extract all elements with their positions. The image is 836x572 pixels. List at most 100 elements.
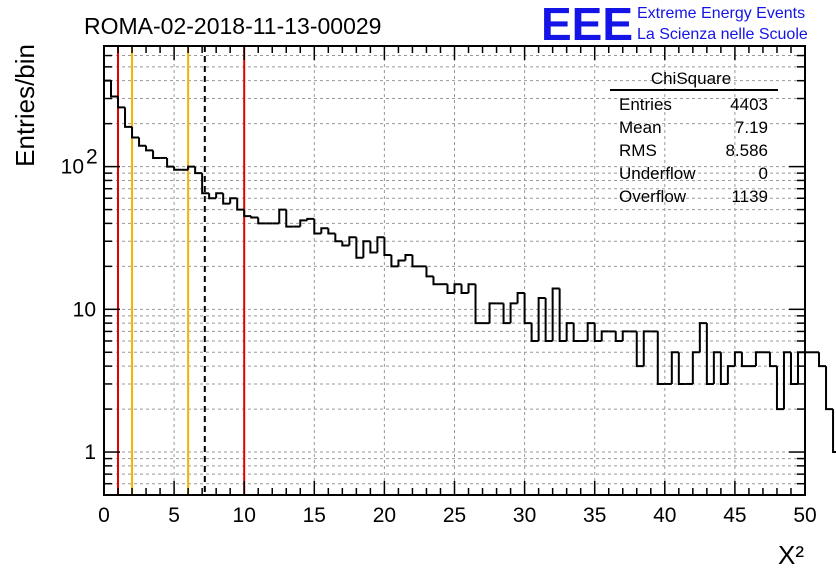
histogram-bin xyxy=(705,323,714,385)
histogram-bin xyxy=(355,237,364,259)
histogram-bin xyxy=(425,266,434,278)
histogram-bin xyxy=(677,352,686,385)
histogram-bin xyxy=(194,166,203,175)
histogram-bin xyxy=(691,351,700,384)
stats-value-mean: 7.19 xyxy=(735,118,768,137)
histogram-bin xyxy=(740,352,749,368)
histogram-bin xyxy=(446,284,455,295)
histogram-bin xyxy=(285,209,294,228)
histogram-bin xyxy=(474,284,483,325)
histogram-bin xyxy=(299,219,308,227)
histogram-bin xyxy=(320,227,329,234)
x-tick-label: 30 xyxy=(513,504,536,527)
histogram-bin xyxy=(236,198,245,211)
marker-lines xyxy=(117,46,246,495)
histogram-bin xyxy=(544,298,553,342)
histogram-bin xyxy=(145,145,154,152)
stats-label-rms: RMS xyxy=(619,141,657,160)
stats-value-underflow: 0 xyxy=(759,164,768,183)
histogram-bin xyxy=(306,217,315,221)
histogram-bin xyxy=(313,218,322,235)
logo-line-1: Extreme Energy Events xyxy=(637,5,805,22)
histogram-bin xyxy=(516,292,525,304)
histogram-bin xyxy=(222,193,231,205)
histogram-bin xyxy=(341,241,350,247)
histogram-bin xyxy=(103,79,112,495)
histogram-bin xyxy=(530,323,539,342)
histogram-bin xyxy=(635,331,644,368)
histogram-bin xyxy=(670,351,679,384)
histogram-bin xyxy=(789,352,798,385)
histogram-bin xyxy=(397,259,406,267)
histogram-bin xyxy=(250,216,259,219)
x-tick-label: 25 xyxy=(443,504,466,527)
histogram-bin xyxy=(572,323,581,342)
histogram-bin xyxy=(733,351,742,367)
histogram-bin xyxy=(825,366,834,411)
x-tick-label: 5 xyxy=(168,504,180,527)
stats-label-mean: Mean xyxy=(619,118,662,137)
run-title: ROMA-02-2018-11-13-00029 xyxy=(84,13,381,39)
histogram-bin xyxy=(362,240,371,258)
histogram-bin xyxy=(726,365,735,384)
logo-line-2: La Scienza nelle Scuole xyxy=(637,26,808,43)
y-tick-label: 10 xyxy=(73,298,96,321)
histogram-bin xyxy=(832,409,836,454)
stats-value-overflow: 1139 xyxy=(731,187,768,206)
x-tick-label: 45 xyxy=(723,504,746,527)
histogram-bin xyxy=(257,217,266,225)
histogram-bin xyxy=(138,137,147,147)
histogram-bin xyxy=(124,107,133,128)
x-axis-label: X² xyxy=(778,540,804,570)
histogram-bin xyxy=(131,126,140,139)
histogram-bin xyxy=(593,323,602,342)
histogram-bin xyxy=(621,330,630,341)
histogram-bin xyxy=(187,165,196,170)
histogram-bin xyxy=(768,352,777,368)
histogram-bin xyxy=(215,192,224,199)
stats-label-underflow: Underflow xyxy=(619,164,696,183)
histogram-bin xyxy=(509,302,518,324)
x-tick-label: 15 xyxy=(303,504,326,527)
histogram-bin xyxy=(754,351,763,367)
histogram-bin xyxy=(453,283,462,294)
histogram-bin xyxy=(208,193,217,200)
stats-value-entries: 4403 xyxy=(730,95,768,114)
histogram-bin xyxy=(369,241,378,254)
histogram-bin xyxy=(166,157,175,168)
histogram-bin xyxy=(201,173,210,195)
histogram-bin xyxy=(502,303,511,325)
histogram-bin xyxy=(719,352,728,385)
stats-label-entries: Entries xyxy=(619,95,672,114)
x-tick-label: 50 xyxy=(793,504,816,527)
histogram-bin xyxy=(600,330,609,341)
histogram-bin xyxy=(586,322,595,341)
histogram-bin xyxy=(152,150,161,159)
histogram-bin xyxy=(376,236,385,253)
eee-logo: EEE xyxy=(541,0,633,50)
histogram-bin xyxy=(411,255,420,268)
histogram-bin xyxy=(523,293,532,325)
x-tick-label: 35 xyxy=(583,504,606,527)
x-tick-label: 10 xyxy=(233,504,256,527)
histogram-bin xyxy=(558,288,567,342)
histogram-bin xyxy=(432,276,441,286)
histogram-bin xyxy=(327,228,336,235)
x-tick-label: 20 xyxy=(373,504,396,527)
histogram-bin xyxy=(117,96,126,109)
y-axis-label: Entries/bin xyxy=(10,44,40,167)
histogram-bin xyxy=(460,284,469,295)
histogram-bin xyxy=(404,254,413,261)
histogram-bin xyxy=(698,322,707,353)
histogram-bin xyxy=(488,302,497,324)
histogram-bin xyxy=(656,331,665,385)
x-tick-label: 40 xyxy=(653,504,676,527)
y-tick-label-exponent: 2 xyxy=(86,146,98,169)
histogram-bin xyxy=(818,352,827,368)
y-tick-label: 1 xyxy=(84,441,96,464)
histogram-bin xyxy=(173,166,182,171)
histogram-bin xyxy=(243,209,252,218)
histogram-bin xyxy=(551,287,560,341)
